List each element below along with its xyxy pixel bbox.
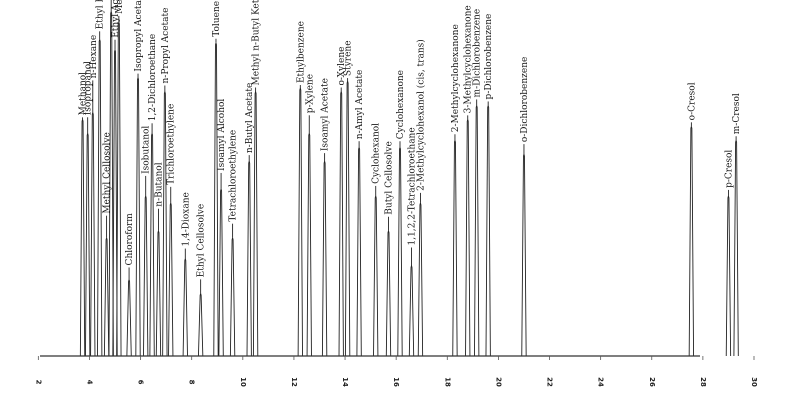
peak-24	[321, 161, 328, 357]
peak-label-14: Trichloroethylene	[167, 104, 177, 185]
peak-label-7: Methyl Ethyl Ketone	[115, 0, 125, 14]
peak-17	[213, 42, 219, 357]
x-tick-label-7: 16	[392, 377, 400, 387]
peak-12	[155, 230, 162, 357]
peak-label-27: n-Amyl Acetate	[355, 70, 365, 140]
peak-40	[733, 140, 739, 357]
x-tick-label-12: 26	[648, 377, 656, 387]
peak-34	[465, 119, 471, 357]
x-tick-label-3: 8	[188, 380, 196, 385]
peak-0	[79, 119, 86, 357]
peak-25	[338, 91, 344, 357]
peak-label-10: Isobutanol	[142, 126, 152, 174]
peak-label-22: Ethylbenzene	[296, 21, 306, 83]
x-tick-label-4: 10	[239, 377, 247, 387]
peak-37	[521, 154, 527, 357]
x-tick-label-11: 24	[597, 377, 605, 387]
peak-label-31: 1,1,2,2-Tetrachloroethane	[408, 127, 418, 245]
x-tick-label-0: 2	[34, 380, 42, 385]
peak-9	[135, 77, 141, 357]
peak-label-15: 1,4-Dioxane	[181, 192, 191, 246]
peak-label-33: 2-Methylcyclohexanone	[451, 24, 461, 132]
peak-label-18: Isoamyl Alcohol	[217, 99, 227, 171]
peak-14	[168, 202, 174, 357]
peak-38	[688, 126, 695, 357]
peak-32	[417, 202, 424, 357]
peak-label-39: p-Cresol	[724, 150, 734, 188]
peak-label-24: Isoamyl Acetate	[321, 78, 331, 151]
peak-15	[182, 258, 188, 357]
peak-19	[229, 237, 236, 357]
peak-20	[246, 161, 252, 357]
peak-label-12: n-Butanol	[154, 162, 164, 206]
peak-22	[297, 87, 303, 357]
peak-label-2: n-Hexane	[89, 35, 99, 79]
peak-label-8: Chloroform	[125, 213, 135, 266]
peak-label-35: m-Dichlorobenzene	[473, 9, 483, 98]
peak-36	[485, 105, 491, 357]
peak-label-4: Methyl Cellosolve	[103, 132, 113, 214]
peak-label-30: Cyclohexanone	[396, 70, 406, 139]
peak-3	[97, 39, 103, 357]
peak-label-32: 2-Methylcyclohexanol (cis, trans)	[415, 39, 426, 191]
peak-label-13: n-Propyl Acetate	[161, 8, 171, 84]
peak-label-38: o-Cresol	[687, 82, 697, 120]
peak-label-20: n-Butyl Acetate	[245, 83, 255, 153]
peak-label-29: Butyl Cellosolve	[384, 141, 394, 215]
peak-label-1: Isopropanol	[84, 61, 94, 115]
peak-26	[344, 80, 351, 357]
peak-35	[474, 105, 480, 357]
peak-label-6: Ethyl Acetate	[111, 0, 121, 38]
peak-16	[197, 293, 204, 357]
x-tick-label-2: 6	[137, 380, 145, 385]
peak-7	[116, 21, 122, 357]
x-tick-label-14: 30	[750, 377, 758, 387]
peak-label-9: Isopropyl Acetate	[134, 0, 144, 72]
peak-label-23: p-Xylene	[305, 74, 315, 113]
x-tick-label-1: 4	[85, 380, 93, 385]
peak-label-17: Toluene	[212, 1, 222, 37]
peak-label-34: 3-Methylcyclohexanone	[464, 5, 474, 113]
peak-label-36: p-Dichlorobenzene	[484, 14, 494, 100]
peak-2	[90, 112, 96, 357]
x-tick-label-5: 12	[290, 377, 298, 387]
tick-layer: 2 4 6 8 10 12 14 16 18 20 22 24 26 28 30	[34, 356, 758, 387]
peak-31	[408, 265, 415, 357]
peak-label-21: Methyl n-Butyl Ketone	[252, 0, 262, 86]
peak-label-19: Tetrachloroethylene	[229, 130, 239, 222]
peak-label-0: Methanol	[79, 72, 89, 116]
peak-label-16: Ethyl Cellosolve	[197, 204, 207, 278]
peak-label-28: Cyclohexanol	[372, 123, 382, 184]
peak-27	[356, 147, 362, 357]
x-tick-label-10: 22	[546, 377, 554, 387]
peak-1	[85, 133, 91, 357]
peak-33	[452, 140, 458, 357]
peak-4	[103, 237, 110, 357]
x-tick-label-6: 14	[341, 377, 349, 387]
peak-39	[725, 195, 732, 357]
peak-10	[143, 195, 149, 357]
x-tick-label-13: 28	[699, 377, 707, 387]
peak-30	[397, 147, 403, 357]
peak-label-25: o-Xylene	[337, 47, 347, 86]
peak-23	[306, 133, 312, 357]
peak-label-3: Ethyl Ether	[96, 0, 106, 29]
peak-28	[373, 195, 379, 357]
peak-label-40: m-Cresol	[732, 93, 742, 134]
x-tick-label-9: 20	[494, 377, 502, 387]
peak-18	[218, 188, 224, 357]
peak-label-11: 1,2-Dichloroethane	[148, 34, 158, 122]
peak-8	[126, 279, 132, 357]
peak-label-26: Styrene	[344, 40, 354, 76]
leader-layer	[82, 0, 737, 294]
peak-29	[385, 230, 392, 357]
peak-label-37: o-Dichlorobenzene	[520, 57, 530, 142]
x-tick-label-8: 18	[443, 377, 451, 387]
